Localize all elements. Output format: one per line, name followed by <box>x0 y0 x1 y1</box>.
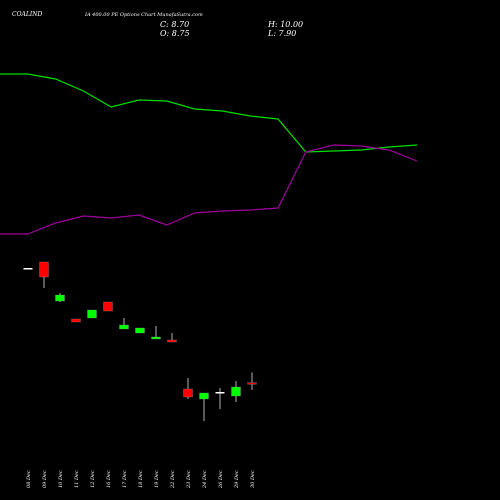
candle-body <box>183 388 193 398</box>
candle-body <box>231 386 241 397</box>
candle-body <box>247 382 257 385</box>
x-tick-label: 19 Dec <box>154 470 160 488</box>
stat: O: 8.75 <box>160 29 190 38</box>
candle-body <box>23 268 33 270</box>
x-tick-label: 08 Dec <box>26 470 32 488</box>
stat: C: 8.70 <box>160 20 189 29</box>
candle-body <box>55 294 65 302</box>
candle-body <box>119 324 129 330</box>
candle-body <box>199 392 209 400</box>
candle-body <box>39 261 49 278</box>
indicator-line <box>0 73 418 153</box>
chart-title: COALIND <box>12 11 42 18</box>
candle-body <box>71 318 81 323</box>
x-tick-label: 23 Dec <box>186 470 192 489</box>
stat: L: 7.90 <box>267 29 296 38</box>
x-tick-label: 16 Dec <box>106 470 112 488</box>
x-tick-label: 10 Dec <box>58 470 64 488</box>
x-tick-label: 12 Dec <box>90 470 96 488</box>
candle-body <box>151 336 161 340</box>
candle-body <box>103 301 113 312</box>
x-tick-label: 24 Dec <box>202 470 208 489</box>
x-tick-label: 17 Dec <box>122 470 128 488</box>
x-tick-label: 26 Dec <box>218 470 224 489</box>
chart-subtitle: IA 400.00 PE Options Chart MunafaSutra.c… <box>84 12 203 18</box>
candle-body <box>135 327 145 334</box>
candle-body <box>87 309 97 319</box>
x-tick-label: 18 Dec <box>138 470 144 488</box>
x-tick-label: 09 Dec <box>42 470 48 488</box>
x-tick-label: 22 Dec <box>170 470 176 489</box>
x-tick-label: 29 Dec <box>234 470 240 489</box>
indicator-line <box>0 144 418 235</box>
candle-body <box>215 392 225 394</box>
x-tick-label: 11 Dec <box>74 470 80 488</box>
candle-body <box>167 339 177 343</box>
x-tick-label: 30 Dec <box>250 470 256 488</box>
stat: H: 10.00 <box>267 20 303 29</box>
